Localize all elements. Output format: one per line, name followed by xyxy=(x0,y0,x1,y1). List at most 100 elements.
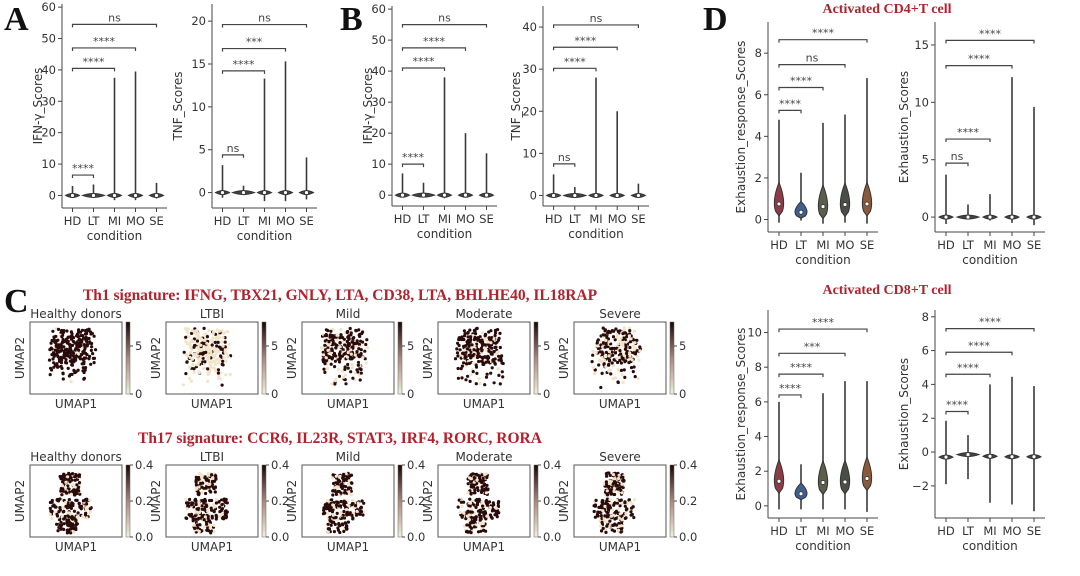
umap-point xyxy=(49,341,53,345)
umap-point xyxy=(474,472,479,476)
umap-point xyxy=(84,511,88,515)
significance-bracket: *** xyxy=(221,36,287,52)
y-tick-label: 10 xyxy=(41,157,56,171)
umap-point xyxy=(614,523,619,527)
umap-point xyxy=(184,516,188,520)
umap-point xyxy=(485,372,489,376)
umap-point xyxy=(201,366,206,370)
umap-point xyxy=(356,501,360,505)
umap-point xyxy=(465,347,469,351)
umap-point xyxy=(469,485,473,489)
umap-point xyxy=(190,357,195,361)
umap-point xyxy=(191,515,195,519)
umap-point xyxy=(191,339,195,343)
umap-point xyxy=(227,342,231,346)
umap-point xyxy=(497,500,501,504)
violin-body xyxy=(861,180,873,217)
umap-point xyxy=(466,509,470,513)
umap-point xyxy=(460,376,464,380)
umap-point xyxy=(457,338,461,342)
umap-point xyxy=(76,352,81,356)
umap-point xyxy=(362,501,366,505)
umap-point xyxy=(84,337,88,341)
median-point xyxy=(842,479,848,485)
umap-point xyxy=(604,480,609,484)
umap-point xyxy=(468,328,472,332)
umap-point xyxy=(196,492,200,496)
umap-point xyxy=(492,350,496,354)
umap-point xyxy=(477,377,481,381)
y-tick-label: 0 xyxy=(199,186,206,200)
umap-point xyxy=(592,509,596,514)
umap-point xyxy=(339,499,343,504)
x-axis-label: condition xyxy=(962,253,1017,267)
umap-point xyxy=(628,326,632,330)
violin-body xyxy=(839,458,851,495)
y-tick-label: 6 xyxy=(755,88,762,102)
umap-point xyxy=(351,498,355,502)
violin-body xyxy=(861,455,873,492)
umap-point xyxy=(201,481,205,485)
umap-point xyxy=(184,340,188,344)
umap-point xyxy=(327,527,331,531)
umap-point xyxy=(621,380,625,384)
umap-point xyxy=(600,499,605,503)
umap-point xyxy=(356,363,360,367)
umap-point xyxy=(607,354,611,358)
significance-label: **** xyxy=(402,151,425,164)
violin-mi xyxy=(817,393,829,510)
umap-point xyxy=(627,498,631,502)
umap-point xyxy=(632,365,636,369)
umap-point xyxy=(200,529,204,533)
umap-point xyxy=(603,514,607,518)
umap-x-label: UMAP1 xyxy=(327,397,369,411)
x-tick-label: MI xyxy=(816,238,829,252)
median-point xyxy=(241,190,246,195)
x-tick-label: SE xyxy=(1027,524,1042,538)
umap-point xyxy=(453,357,458,361)
umap-point xyxy=(634,351,638,355)
umap-title: Severe xyxy=(599,307,641,321)
umap-point xyxy=(361,513,365,517)
umap-point xyxy=(358,378,362,382)
umap-title: LTBI xyxy=(200,307,224,321)
umap-point xyxy=(600,371,604,375)
umap-point xyxy=(484,499,488,504)
umap-point xyxy=(220,503,224,507)
median-point xyxy=(943,214,949,220)
umap-point xyxy=(481,355,485,359)
umap-point xyxy=(217,336,221,340)
umap-point xyxy=(185,328,189,332)
umap-point xyxy=(77,348,81,352)
umap-point xyxy=(204,520,208,524)
umap-point xyxy=(478,518,482,522)
umap-point xyxy=(481,476,485,480)
umap-point xyxy=(357,512,362,516)
umap-title: Healthy donors xyxy=(30,450,121,464)
colorbar xyxy=(669,321,675,395)
umap-point xyxy=(464,350,468,354)
umap-x-label: UMAP1 xyxy=(55,540,97,554)
umap-point xyxy=(67,505,71,509)
umap-point xyxy=(348,357,353,361)
umap-point xyxy=(92,361,96,365)
y-tick-label: 0 xyxy=(922,210,929,224)
umap-point xyxy=(359,506,363,510)
umap-point xyxy=(220,507,224,511)
umap-point xyxy=(223,331,227,335)
umap-point xyxy=(319,346,324,350)
umap-point xyxy=(608,359,612,363)
colorbar-tick-label: 5 xyxy=(679,339,686,353)
umap-panel: Severe UMAP1 UMAP2 0 5 xyxy=(557,307,686,411)
violin-mi xyxy=(106,77,123,201)
violin-hd xyxy=(773,119,785,223)
umap-point xyxy=(321,350,325,354)
umap-point xyxy=(347,512,351,517)
umap-point xyxy=(88,510,92,514)
umap-point xyxy=(224,373,228,377)
y-tick-label: 8 xyxy=(922,310,929,324)
umap-point xyxy=(482,510,486,514)
umap-point xyxy=(604,530,608,535)
umap-point xyxy=(55,512,59,516)
umap-point xyxy=(619,530,623,534)
